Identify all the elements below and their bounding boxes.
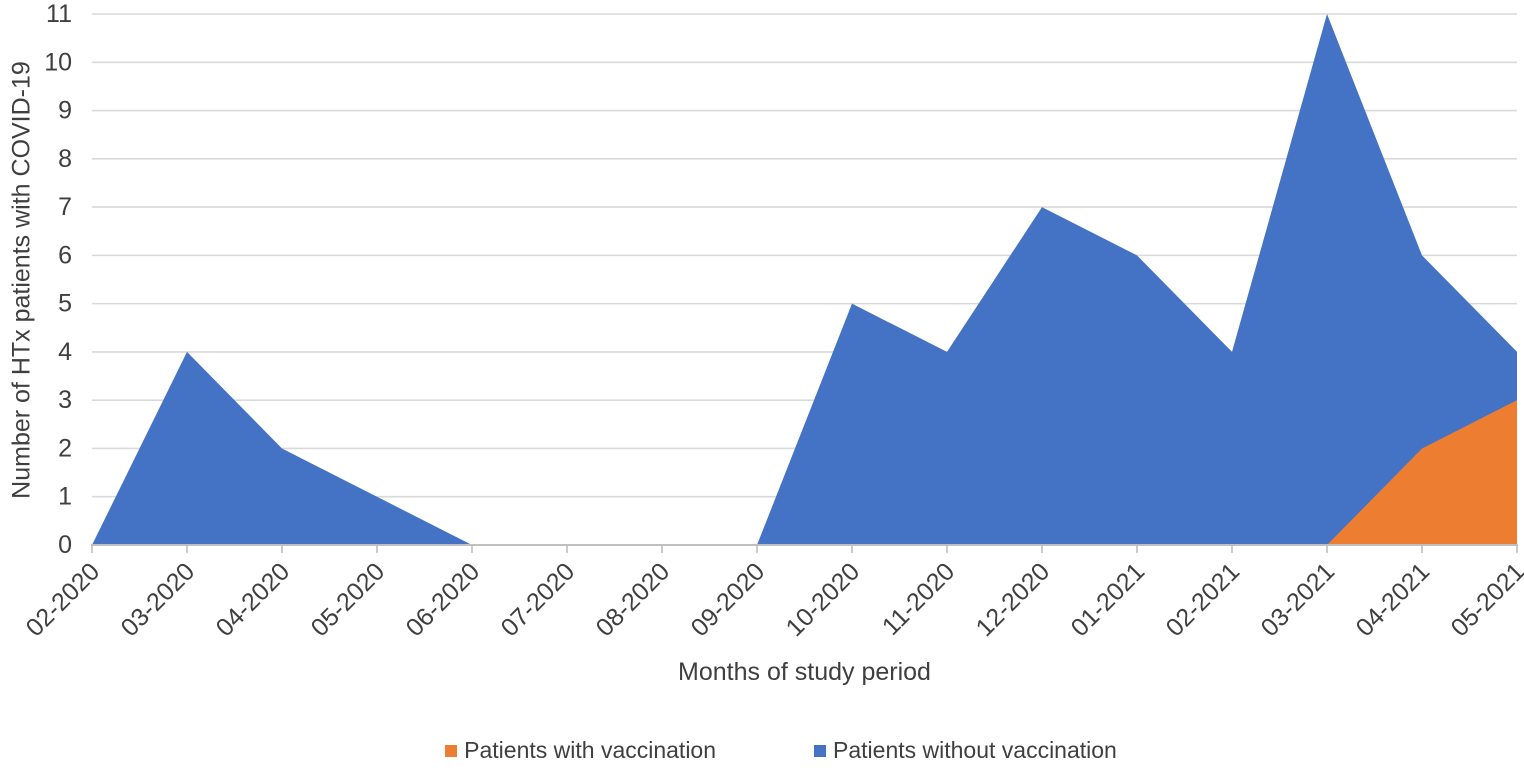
- legend-label-patients-with-vaccination: Patients with vaccination: [464, 737, 717, 763]
- x-tick-label: 04-2021: [1351, 557, 1436, 642]
- y-tick-label: 0: [58, 531, 72, 559]
- area-patients-with-vaccination: [92, 400, 1517, 545]
- y-tick-label: 2: [58, 434, 72, 462]
- x-tick-label: 04-2020: [211, 557, 296, 642]
- y-tick-label: 6: [58, 241, 72, 269]
- x-tick-label: 06-2020: [401, 557, 486, 642]
- x-tick-label: 02-2020: [21, 557, 106, 642]
- y-tick-label: 10: [44, 48, 72, 76]
- x-tick-label: 09-2020: [686, 557, 771, 642]
- x-tick-label: 01-2021: [1066, 557, 1151, 642]
- y-tick-label: 3: [58, 386, 72, 414]
- x-tick-label: 10-2020: [781, 557, 866, 642]
- x-tick-label: 08-2020: [591, 557, 676, 642]
- y-tick-label: 1: [58, 483, 72, 511]
- x-tick-label: 12-2020: [971, 557, 1056, 642]
- x-tick-label: 05-2021: [1446, 557, 1524, 642]
- legend-label-patients-without-vaccination: Patients without vaccination: [833, 737, 1117, 763]
- x-tick-label: 03-2020: [116, 557, 201, 642]
- x-tick-label: 05-2020: [306, 557, 391, 642]
- y-tick-label: 5: [58, 290, 72, 318]
- legend-item-patients-with-vaccination: Patients with vaccination: [445, 737, 716, 764]
- y-tick-label: 7: [58, 193, 72, 221]
- x-tick-label: 11-2020: [877, 557, 960, 640]
- x-tick-label: 07-2020: [496, 557, 581, 642]
- legend-item-patients-without-vaccination: Patients without vaccination: [814, 737, 1117, 764]
- y-axis-title: Number of HTx patients with COVID-19: [7, 61, 36, 499]
- y-tick-label: 9: [58, 97, 72, 125]
- x-axis-title: Months of study period: [678, 658, 931, 686]
- y-tick-label: 11: [46, 0, 72, 28]
- legend-swatch-blue-icon: [814, 744, 827, 757]
- x-tick-label: 03-2021: [1256, 557, 1341, 642]
- area-patients-without-vaccination: [92, 14, 1517, 545]
- y-tick-label: 4: [58, 338, 72, 366]
- y-tick-label: 8: [58, 145, 72, 173]
- chart-legend: Patients with vaccination Patients witho…: [0, 737, 1524, 764]
- legend-swatch-orange-icon: [445, 744, 458, 757]
- x-tick-label: 02-2021: [1161, 557, 1246, 642]
